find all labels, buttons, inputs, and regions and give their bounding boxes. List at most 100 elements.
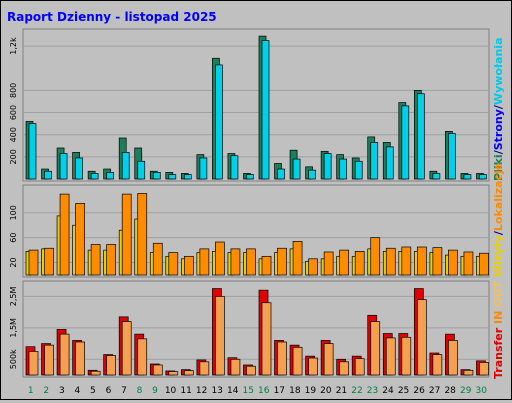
transfer-in-bar (401, 336, 412, 376)
transfer-in-bar (75, 341, 85, 376)
legend-part: Strony (492, 109, 505, 150)
hits-bar (137, 160, 146, 180)
x-tick-label: 10 (165, 386, 177, 396)
hits-bar (339, 158, 348, 180)
y-tick-label: 1,5M (9, 318, 18, 338)
hits-bar (199, 157, 208, 180)
transfer-in-bar (106, 355, 117, 376)
x-tick-label: 25 (398, 386, 409, 396)
hits-bar (152, 172, 161, 180)
transfer-in-bar (292, 346, 303, 376)
hits-bar (448, 133, 456, 180)
transfer-in-bar (137, 338, 148, 376)
hits-bar (354, 160, 363, 180)
transfer-in-bar (90, 370, 101, 376)
hits-bar (168, 174, 177, 180)
transfer-in-bar (199, 361, 210, 376)
transfer-in-bar (59, 333, 70, 376)
transfer-in-bar (230, 358, 241, 376)
legend-hits-files-pages: Pliki/Strony/Wywołania (492, 38, 505, 182)
chart-title: Raport Dzienny - listopad 2025 (7, 10, 217, 24)
legend-part: / (492, 149, 505, 154)
sites-bar (448, 249, 458, 276)
panel-transfer: 500k 1,5M 2,5M (9, 280, 490, 378)
hits-bar (215, 64, 223, 180)
transfer-in-bar (215, 296, 225, 376)
sites-bar (106, 244, 117, 276)
transfer-in-bar (339, 361, 350, 376)
sites-bar (292, 241, 303, 276)
y-tick-label: 20 (9, 257, 18, 267)
sites-bar (183, 255, 194, 276)
transfer-in-bar (277, 341, 287, 376)
x-tick-label: 20 (320, 386, 332, 396)
transfer-in-bar (354, 358, 365, 376)
transfer-in-bar (323, 343, 334, 376)
transfer-in-bar (168, 371, 179, 376)
x-tick-label: 23 (367, 386, 378, 396)
hits-bar (230, 155, 239, 180)
hits-bar (106, 172, 115, 180)
legend-transfer: Transfer IN OUT (492, 281, 505, 379)
sites-bar (90, 244, 101, 276)
transfer-in-bar (152, 364, 163, 376)
sites-bar (168, 252, 179, 276)
sites-bar (121, 193, 132, 276)
x-tick-label: 5 (90, 386, 96, 396)
x-tick-label: 15 (243, 386, 254, 396)
sites-bar (199, 248, 210, 276)
x-tick-label: 13 (211, 386, 222, 396)
legend-part: IN (492, 307, 505, 328)
hits-bar (44, 170, 52, 180)
transfer-in-bar (308, 357, 318, 376)
transfer-in-bar (183, 370, 194, 376)
x-tick-label: 17 (274, 386, 285, 396)
panel-top-frame (22, 28, 490, 182)
y-tick-label: 800 (9, 83, 18, 98)
transfer-in-bar (370, 321, 381, 376)
hits-bar (370, 142, 379, 180)
sites-bar (385, 247, 396, 276)
x-tick-label: 26 (413, 386, 425, 396)
x-tick-label: 3 (59, 386, 65, 396)
x-axis-day-labels: 1 2 3 4 5 6 7 8 9 10 11 12 13 14 15 16 17 18 19 20 21 22 23 24 2… (28, 386, 487, 396)
sites-bar (246, 248, 256, 276)
sites-bar (44, 247, 54, 276)
x-tick-label: 11 (180, 386, 191, 396)
legend-part: Lokalizacje (492, 163, 505, 231)
transfer-in-bar (121, 321, 132, 376)
y-tick-label: 1,2k (9, 37, 18, 55)
sites-bar (230, 248, 241, 276)
x-tick-label: 8 (137, 386, 143, 396)
legend-visits-sites: Wizyty/Lokalizacje (492, 163, 505, 277)
x-tick-label: 16 (258, 386, 270, 396)
x-tick-label: 7 (121, 386, 127, 396)
hits-bar (323, 153, 332, 180)
x-tick-label: 1 (28, 386, 34, 396)
legend-part: Wywołania (492, 38, 505, 106)
panel-hits-files-pages: 200 400 600 800 1,2k (9, 28, 490, 182)
sites-bar (323, 251, 334, 276)
sites-bar (28, 249, 39, 276)
x-tick-label: 4 (74, 386, 80, 396)
legend-part: Pliki (492, 154, 505, 181)
x-tick-label: 30 (476, 386, 488, 396)
hits-bar (90, 173, 99, 180)
x-tick-label: 21 (336, 386, 347, 396)
sites-bar (261, 255, 272, 276)
sites-bar (479, 252, 489, 276)
hits-bar (463, 174, 472, 180)
x-tick-label: 22 (351, 386, 362, 396)
x-tick-label: 18 (289, 386, 301, 396)
x-tick-label: 29 (460, 386, 472, 396)
panel-visits-sites: 20 60 100 (9, 184, 490, 278)
y-tick-label: 100 (9, 205, 18, 220)
sites-bar (277, 247, 287, 276)
transfer-in-bar (463, 369, 474, 376)
x-tick-label: 28 (444, 386, 456, 396)
sites-bar (463, 251, 474, 276)
x-tick-label: 14 (227, 386, 239, 396)
hits-bar (385, 146, 394, 180)
